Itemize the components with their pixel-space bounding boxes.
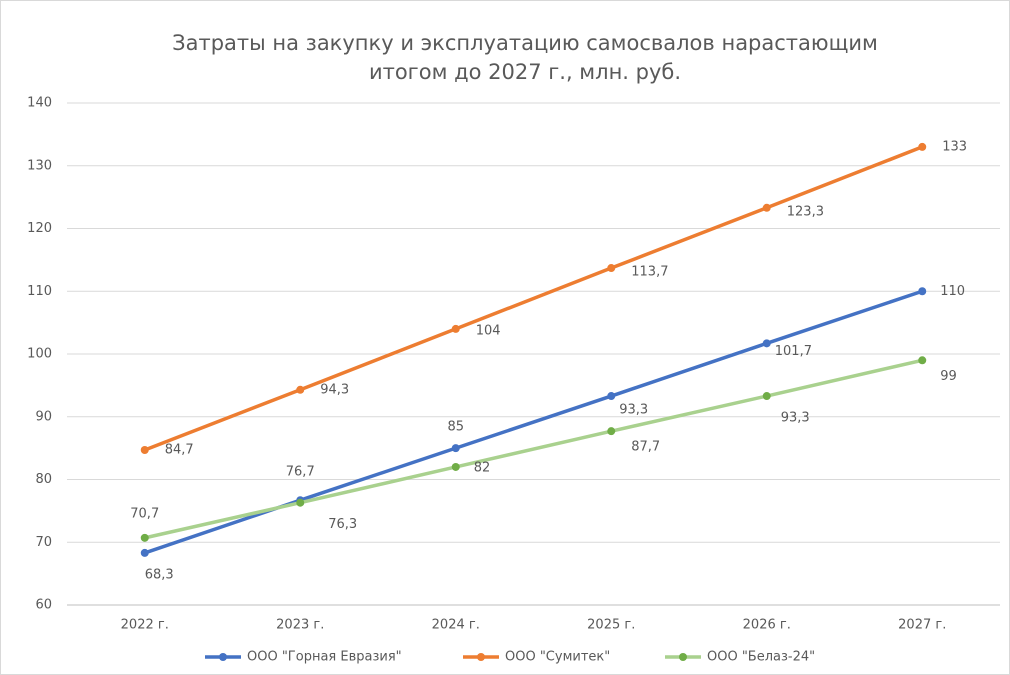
data-label: 82: [474, 460, 491, 475]
data-label: 70,7: [130, 506, 159, 521]
data-label: 68,3: [145, 567, 174, 582]
y-tick-label: 60: [35, 598, 52, 613]
data-label: 101,7: [775, 344, 812, 359]
data-label: 94,3: [320, 382, 349, 397]
data-point: [762, 203, 771, 212]
data-label: 76,3: [328, 517, 357, 532]
legend-label: ООО "Сумитек": [505, 650, 610, 665]
legend-marker: [219, 653, 227, 661]
data-point: [451, 444, 460, 453]
data-point: [762, 392, 771, 401]
chart-title: Затраты на закупку и эксплуатацию самосв…: [172, 31, 878, 55]
data-label: 87,7: [631, 440, 660, 455]
data-label: 123,3: [787, 204, 824, 219]
data-point: [140, 533, 149, 542]
data-point: [762, 339, 771, 348]
x-tick-label: 2022 г.: [121, 618, 169, 633]
legend-label: ООО "Белаз-24": [707, 650, 815, 665]
x-tick-label: 2025 г.: [587, 618, 635, 633]
data-point: [451, 324, 460, 333]
data-point: [140, 548, 149, 557]
data-point: [607, 427, 616, 436]
x-tick-label: 2023 г.: [276, 618, 324, 633]
data-point: [296, 498, 305, 507]
legend-label: ООО "Горная Евразия": [247, 650, 402, 665]
data-point: [296, 385, 305, 394]
series-line: [143, 358, 924, 540]
data-point: [918, 287, 927, 296]
chart-title: итогом до 2027 г., млн. руб.: [369, 60, 681, 84]
data-label: 99: [940, 369, 957, 384]
y-tick-label: 120: [27, 221, 52, 236]
legend-marker: [477, 653, 485, 661]
x-tick-label: 2026 г.: [743, 618, 791, 633]
data-point: [918, 142, 927, 151]
y-tick-label: 70: [35, 535, 52, 550]
y-tick-label: 90: [35, 409, 52, 424]
data-label: 93,3: [619, 403, 648, 418]
x-tick-label: 2024 г.: [432, 618, 480, 633]
data-label: 133: [942, 139, 967, 154]
y-tick-label: 80: [35, 472, 52, 487]
legend-marker: [679, 653, 687, 661]
data-label: 76,7: [286, 465, 315, 480]
series-line: [143, 145, 924, 452]
y-tick-label: 100: [27, 347, 52, 362]
data-point: [607, 264, 616, 273]
data-label: 93,3: [781, 411, 810, 426]
x-tick-label: 2027 г.: [898, 618, 946, 633]
y-tick-label: 110: [27, 284, 52, 299]
data-label: 113,7: [631, 265, 668, 280]
y-tick-label: 140: [27, 96, 52, 111]
y-tick-label: 130: [27, 158, 52, 173]
data-label: 104: [476, 323, 501, 338]
data-point: [140, 446, 149, 455]
data-label: 85: [447, 420, 464, 435]
data-label: 84,7: [165, 443, 194, 458]
data-point: [918, 356, 927, 365]
data-point: [607, 392, 616, 401]
data-point: [451, 462, 460, 471]
data-label: 110: [940, 284, 965, 299]
